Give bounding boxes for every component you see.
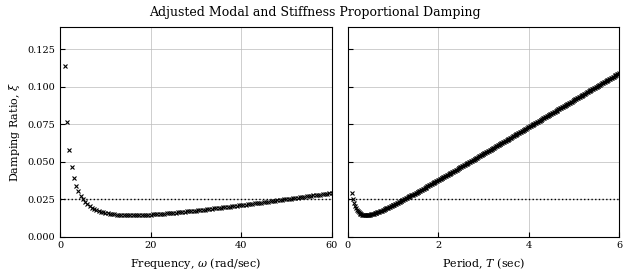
X-axis label: Frequency, $\omega$ (rad/sec): Frequency, $\omega$ (rad/sec) [130, 256, 262, 271]
Y-axis label: Damping Ratio, $\xi$: Damping Ratio, $\xi$ [7, 82, 22, 182]
Text: Adjusted Modal and Stiffness Proportional Damping: Adjusted Modal and Stiffness Proportiona… [148, 6, 481, 19]
X-axis label: Period, $T$ (sec): Period, $T$ (sec) [442, 256, 525, 270]
